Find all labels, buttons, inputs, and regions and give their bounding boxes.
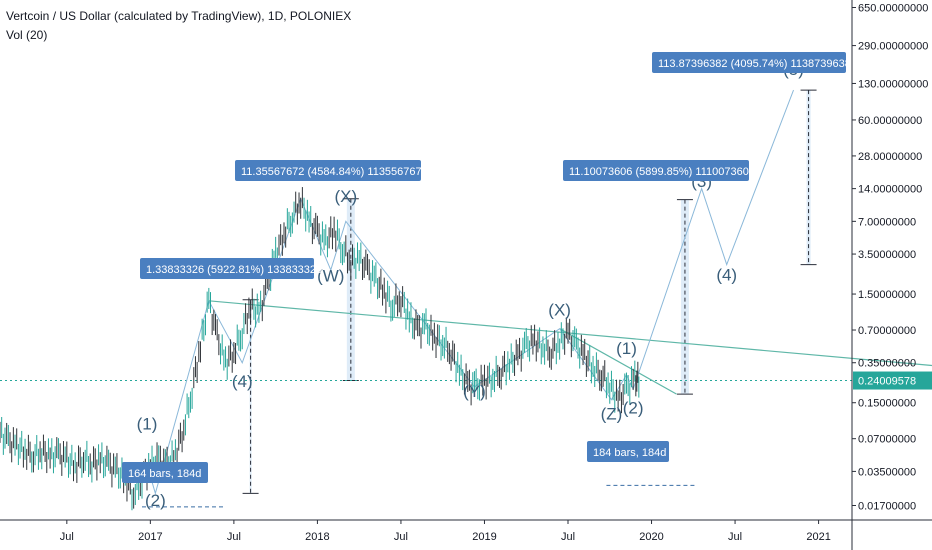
x-tick-label: 2017 [138, 531, 162, 543]
measure-label-text: 1.33833326 (5922.81%) 133833326 [146, 264, 322, 276]
measure-label-box [122, 462, 208, 483]
y-tick-label: 130.00000000 [858, 78, 928, 90]
x-tick-label: Jul [728, 531, 742, 543]
y-tick-label: 0.15000000 [858, 398, 916, 410]
x-tick-label: 2018 [305, 531, 329, 543]
y-tick-label: 60.00000000 [858, 115, 922, 127]
measure-range [249, 299, 252, 494]
measure-label-text: 164 bars, 184d [128, 468, 201, 480]
x-tick-label: Jul [227, 531, 241, 543]
trendline-lower [559, 328, 677, 395]
current-price-tag [853, 371, 932, 390]
wave-label: (4) [232, 372, 253, 391]
measure-label-text: 11.35567672 (4584.84%) 1135567672 [241, 166, 428, 178]
current-price-label: 0.24009578 [858, 376, 916, 388]
y-tick-label: 3.50000000 [858, 249, 916, 261]
trendline-upper [208, 300, 932, 367]
x-tick-label: Jul [561, 531, 575, 543]
measure-label-box [652, 52, 846, 73]
chart-title: Vertcoin / US Dollar (calculated by Trad… [6, 9, 352, 23]
x-tick-label: 2021 [806, 531, 830, 543]
wave-label: (4) [716, 265, 737, 284]
wave-label: (Z) [601, 405, 623, 424]
volume-indicator-label[interactable]: Vol (20) [6, 28, 48, 42]
x-tick-label: 2019 [472, 531, 496, 543]
elliott-wave-path [146, 89, 794, 496]
measure-label-text: 11.10073606 (5899.85%) 1110073606 [569, 166, 755, 178]
wave-label: (1) [616, 339, 637, 358]
measure-label-box [140, 258, 314, 279]
measure-range [346, 198, 355, 381]
wave-label: (X) [548, 301, 571, 320]
x-tick-label: Jul [60, 531, 74, 543]
measure-label-text: 113.87396382 (4095.74%) 11387396382 [658, 58, 857, 70]
y-tick-label: 0.07000000 [858, 434, 916, 446]
wave-label: (Y) [463, 382, 486, 401]
wave-label: (1) [137, 415, 158, 434]
y-tick-label: 0.70000000 [858, 325, 916, 337]
measure-label-box [563, 160, 749, 181]
y-tick-label: 290.00000000 [858, 41, 928, 53]
y-tick-label: 0.35000000 [858, 358, 916, 370]
y-tick-label: 0.03500000 [858, 466, 916, 478]
y-tick-label: 650.00000000 [858, 2, 928, 14]
y-tick-label: 28.00000000 [858, 151, 922, 163]
measure-label-text: 184 bars, 184d [593, 447, 666, 459]
wave-label: (X) [334, 187, 357, 206]
wave-label: (W) [317, 267, 344, 286]
measure-label-box [235, 160, 421, 181]
y-tick-label: 14.00000000 [858, 184, 922, 196]
y-tick-label: 1.50000000 [858, 289, 916, 301]
x-tick-label: Jul [394, 531, 408, 543]
wave-label: (2) [623, 398, 644, 417]
x-tick-label: 2020 [639, 531, 663, 543]
measure-range [680, 199, 689, 395]
y-tick-label: 0.01700000 [858, 500, 916, 512]
measure-label-box [587, 441, 669, 462]
wave-label: (2) [145, 491, 166, 510]
y-tick-label: 7.00000000 [858, 216, 916, 228]
